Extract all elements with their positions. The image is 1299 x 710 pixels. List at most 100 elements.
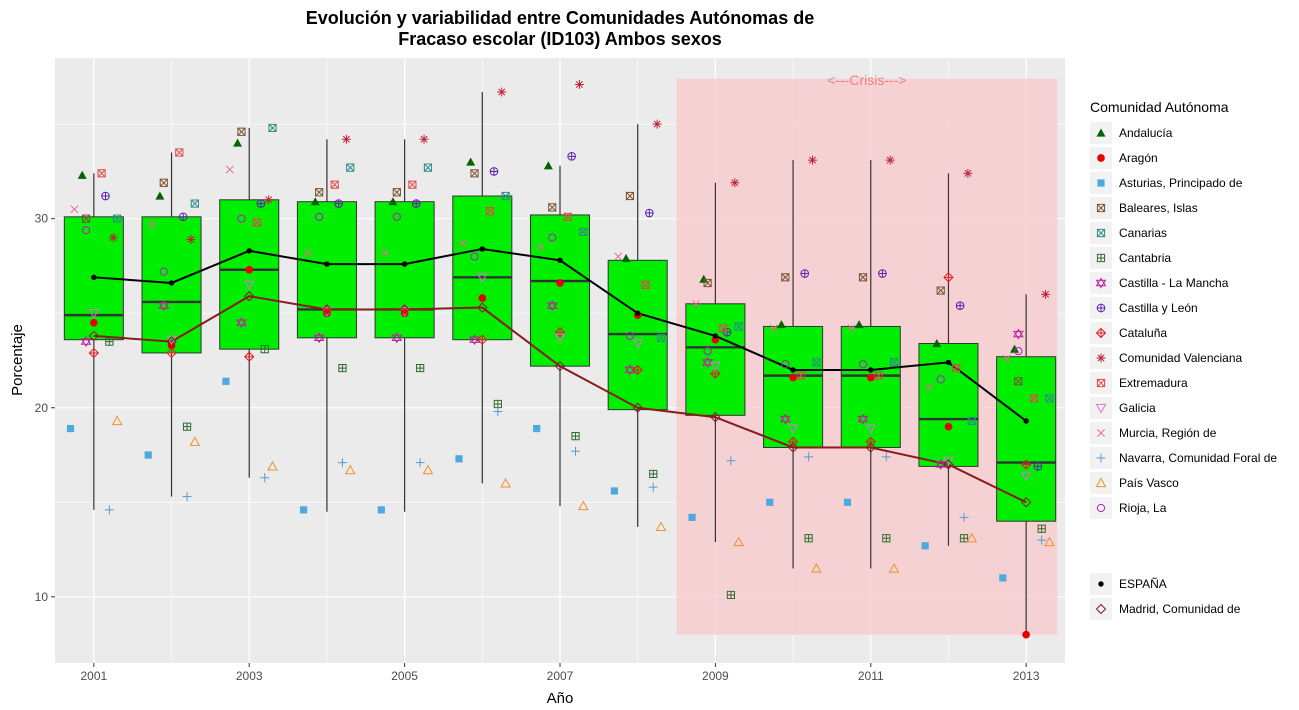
data-point <box>392 212 401 221</box>
data-point <box>264 195 274 205</box>
data-point <box>476 273 488 283</box>
data-point <box>256 199 266 208</box>
data-point <box>858 360 868 369</box>
data-point <box>857 413 869 425</box>
data-point <box>338 363 347 373</box>
data-point <box>1014 377 1023 386</box>
data-point <box>237 214 246 223</box>
data-point <box>546 300 558 312</box>
x-tick-label: 2009 <box>702 669 729 683</box>
data-point <box>267 460 278 471</box>
data-point <box>189 436 201 446</box>
x-tick-label: 2007 <box>547 669 574 683</box>
data-point <box>466 157 476 166</box>
data-point <box>175 148 184 157</box>
data-point <box>469 334 480 346</box>
data-point <box>614 252 623 261</box>
x-tick-label: 2011 <box>858 669 884 683</box>
legend-key <box>1090 272 1112 294</box>
legend-symbol <box>1095 327 1107 339</box>
data-point <box>167 341 176 350</box>
data-point <box>804 452 814 462</box>
data-point <box>533 424 541 433</box>
legend-title: Comunidad Autónoma <box>1090 99 1229 115</box>
data-point <box>1014 346 1023 356</box>
data-point <box>313 332 325 344</box>
data-point <box>1010 344 1019 353</box>
data-point <box>858 273 868 282</box>
data-point <box>733 536 745 547</box>
data-point <box>159 178 168 187</box>
trend-point <box>477 302 488 313</box>
data-point <box>423 163 433 172</box>
trend-point <box>710 412 721 423</box>
data-point <box>244 351 255 362</box>
legend: Comunidad Autónoma Andalucía Aragón Asturi… <box>1090 99 1277 620</box>
legend-key <box>1090 497 1112 519</box>
data-point <box>310 197 320 206</box>
legend-label: Comunidad Valenciana <box>1119 351 1243 365</box>
legend-symbol <box>1096 378 1106 388</box>
data-point <box>81 225 91 235</box>
legend-label: Murcia, Región de <box>1119 426 1217 440</box>
trend-point <box>554 360 566 372</box>
trend-point <box>865 442 876 453</box>
legend-symbol <box>1097 179 1105 187</box>
data-point <box>702 356 714 368</box>
box-body <box>685 303 746 416</box>
data-point <box>625 331 635 341</box>
trend-point <box>88 330 100 342</box>
data-point <box>315 188 324 197</box>
data-point <box>952 363 961 373</box>
data-point <box>955 301 965 310</box>
data-point <box>236 317 247 329</box>
x-tick-label: 2013 <box>1013 669 1040 683</box>
data-point <box>548 203 557 212</box>
data-point <box>303 248 312 257</box>
data-point <box>726 456 736 466</box>
legend-label: Galicia <box>1119 401 1156 415</box>
data-point <box>935 459 947 470</box>
data-point <box>579 227 588 237</box>
data-point <box>341 134 351 144</box>
trend-point <box>166 336 177 347</box>
data-point <box>237 127 246 136</box>
data-point <box>70 205 79 214</box>
data-point <box>781 273 790 282</box>
data-points <box>66 79 1055 639</box>
data-point <box>703 278 712 288</box>
data-point <box>1020 471 1032 482</box>
trend-line <box>93 295 1027 504</box>
data-point <box>889 358 899 367</box>
legend-label: Baleares, Islas <box>1119 201 1198 215</box>
data-point <box>882 534 891 543</box>
data-point <box>632 339 644 350</box>
x-axis-title: Año <box>547 690 574 707</box>
legend-symbol <box>1096 303 1106 313</box>
data-point <box>959 512 969 522</box>
data-point <box>963 168 973 178</box>
data-point <box>554 333 566 344</box>
legend-label: Aragón <box>1119 151 1158 165</box>
data-point <box>967 416 976 426</box>
data-point <box>787 424 799 435</box>
data-point <box>932 338 942 348</box>
data-point <box>921 542 929 550</box>
trend-point <box>479 246 486 252</box>
data-point <box>88 309 100 319</box>
data-point <box>966 532 978 543</box>
data-point <box>419 134 429 144</box>
data-point <box>781 360 790 369</box>
data-point <box>346 163 355 172</box>
data-point <box>936 286 945 295</box>
trend-point <box>868 367 874 373</box>
box-body <box>296 201 357 339</box>
x-tick-label: 2003 <box>236 669 263 683</box>
data-point <box>478 294 487 302</box>
data-point <box>1037 535 1047 545</box>
trend-point <box>1020 497 1032 508</box>
data-point <box>543 161 553 170</box>
data-point <box>571 432 580 441</box>
legend-symbol <box>1096 353 1106 363</box>
data-point <box>843 498 852 506</box>
